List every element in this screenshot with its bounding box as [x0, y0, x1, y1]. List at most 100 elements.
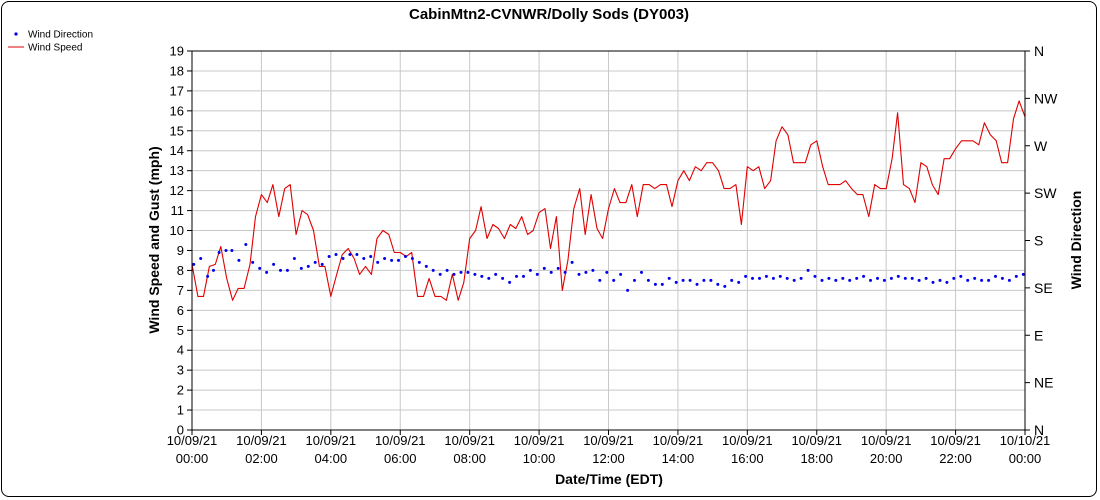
- wind-direction-point: [279, 268, 282, 272]
- wind-direction-point: [390, 258, 394, 262]
- wind-direction-point: [584, 270, 588, 274]
- wind-direction-point: [272, 262, 276, 266]
- x-tick-time: 02:00: [245, 451, 278, 466]
- x-tick-date: 10/09/21: [236, 433, 287, 448]
- x-tick-time: 08:00: [453, 451, 486, 466]
- wind-direction-point: [605, 270, 609, 274]
- wind-direction-point: [806, 268, 810, 272]
- wind-direction-point: [980, 278, 984, 282]
- legend-direction-label: Wind Direction: [28, 30, 93, 41]
- wind-direction-point: [501, 276, 505, 280]
- wind-direction-point: [737, 280, 741, 284]
- wind-direction-point: [764, 274, 768, 278]
- wind-direction-point: [292, 257, 296, 260]
- wind-direction-point: [563, 270, 567, 274]
- wind-direction-point: [834, 278, 838, 282]
- wind-direction-point: [813, 274, 817, 278]
- wind-direction-point: [556, 266, 560, 270]
- y2-tick-label: S: [1034, 233, 1043, 249]
- wind-direction-point: [876, 276, 879, 280]
- wind-speed-layer: [191, 100, 1026, 301]
- wind-direction-point: [751, 276, 754, 280]
- wind-direction-point: [217, 251, 221, 254]
- wind-direction-point: [660, 282, 664, 286]
- wind-direction-point: [924, 276, 928, 280]
- wind-direction-point: [994, 274, 997, 278]
- wind-direction-point: [258, 266, 262, 270]
- wind-direction-point: [591, 268, 595, 272]
- wind-direction-point: [848, 278, 852, 282]
- wind-direction-point: [827, 276, 831, 280]
- x-tick-date: 10/09/21: [722, 433, 773, 448]
- wind-direction-point: [966, 278, 970, 282]
- y-tick-label: 19: [170, 44, 184, 59]
- y2-tick-label: SE: [1034, 280, 1053, 296]
- legend-direction-marker: [14, 32, 18, 36]
- wind-direction-point: [667, 276, 671, 280]
- wind-direction-point: [320, 262, 324, 266]
- x-tick-date: 10/09/21: [514, 433, 565, 448]
- y2-tick-label: E: [1034, 327, 1043, 343]
- wind-direction-point: [237, 258, 241, 262]
- wind-direction-point: [376, 260, 380, 264]
- y-tick-label: 14: [170, 143, 184, 158]
- y-tick-label: 17: [170, 83, 184, 98]
- wind-direction-point: [626, 288, 630, 292]
- wind-direction-point: [619, 272, 623, 276]
- wind-direction-point: [1000, 276, 1004, 280]
- wind-direction-point: [251, 260, 255, 264]
- wind-direction-point: [327, 255, 331, 258]
- wind-direction-point: [987, 278, 991, 282]
- wind-direction-point: [931, 280, 935, 284]
- y2-axis-label: Wind Direction: [1068, 191, 1084, 290]
- y2-axis-ticks: N NE E SE S SW W NW N: [1025, 43, 1058, 438]
- wind-direction-point: [341, 257, 345, 260]
- wind-direction-point: [695, 282, 699, 286]
- wind-direction-point: [653, 282, 657, 286]
- x-tick-date: 10/09/21: [583, 433, 634, 448]
- y2-tick-label: SW: [1034, 185, 1057, 201]
- y-tick-label: 8: [177, 263, 184, 278]
- wind-direction-point: [709, 278, 713, 282]
- wind-direction-point: [244, 243, 248, 246]
- x-tick-time: 00:00: [1009, 451, 1042, 466]
- wind-direction-point: [348, 253, 352, 256]
- wind-direction-point: [535, 272, 539, 276]
- wind-direction-point: [397, 258, 400, 262]
- x-tick-time: 12:00: [592, 451, 625, 466]
- wind-direction-point: [910, 276, 914, 280]
- y-tick-label: 12: [170, 183, 184, 198]
- y-tick-label: 3: [177, 363, 184, 378]
- wind-direction-point: [508, 280, 512, 284]
- y-tick-label: 1: [177, 403, 184, 418]
- x-tick-time: 04:00: [315, 451, 348, 466]
- wind-direction-point: [820, 278, 824, 282]
- wind-direction-point: [674, 280, 678, 284]
- x-tick-date: 10/09/21: [167, 433, 218, 448]
- wind-direction-point: [199, 257, 203, 260]
- wind-direction-point: [889, 276, 893, 280]
- wind-direction-point: [230, 249, 234, 252]
- wind-direction-point: [681, 278, 685, 282]
- y-tick-label: 13: [170, 163, 184, 178]
- wind-direction-point: [1021, 272, 1025, 276]
- wind-direction-point: [306, 264, 310, 268]
- wind-direction-point: [410, 257, 414, 260]
- y2-tick-label: NW: [1034, 90, 1058, 106]
- wind-direction-point: [362, 257, 366, 260]
- wind-direction-point: [445, 268, 449, 272]
- wind-direction-point: [723, 284, 727, 288]
- x-tick-date: 10/10/21: [1000, 433, 1051, 448]
- y-tick-label: 4: [177, 343, 184, 358]
- wind-direction-point: [192, 262, 196, 266]
- wind-direction-point: [334, 253, 338, 256]
- wind-direction-point: [612, 278, 616, 282]
- y-tick-label: 6: [177, 303, 184, 318]
- x-tick-date: 10/09/21: [444, 433, 495, 448]
- y-tick-label: 7: [177, 283, 184, 298]
- wind-direction-point: [480, 274, 484, 278]
- wind-direction-point: [598, 278, 602, 282]
